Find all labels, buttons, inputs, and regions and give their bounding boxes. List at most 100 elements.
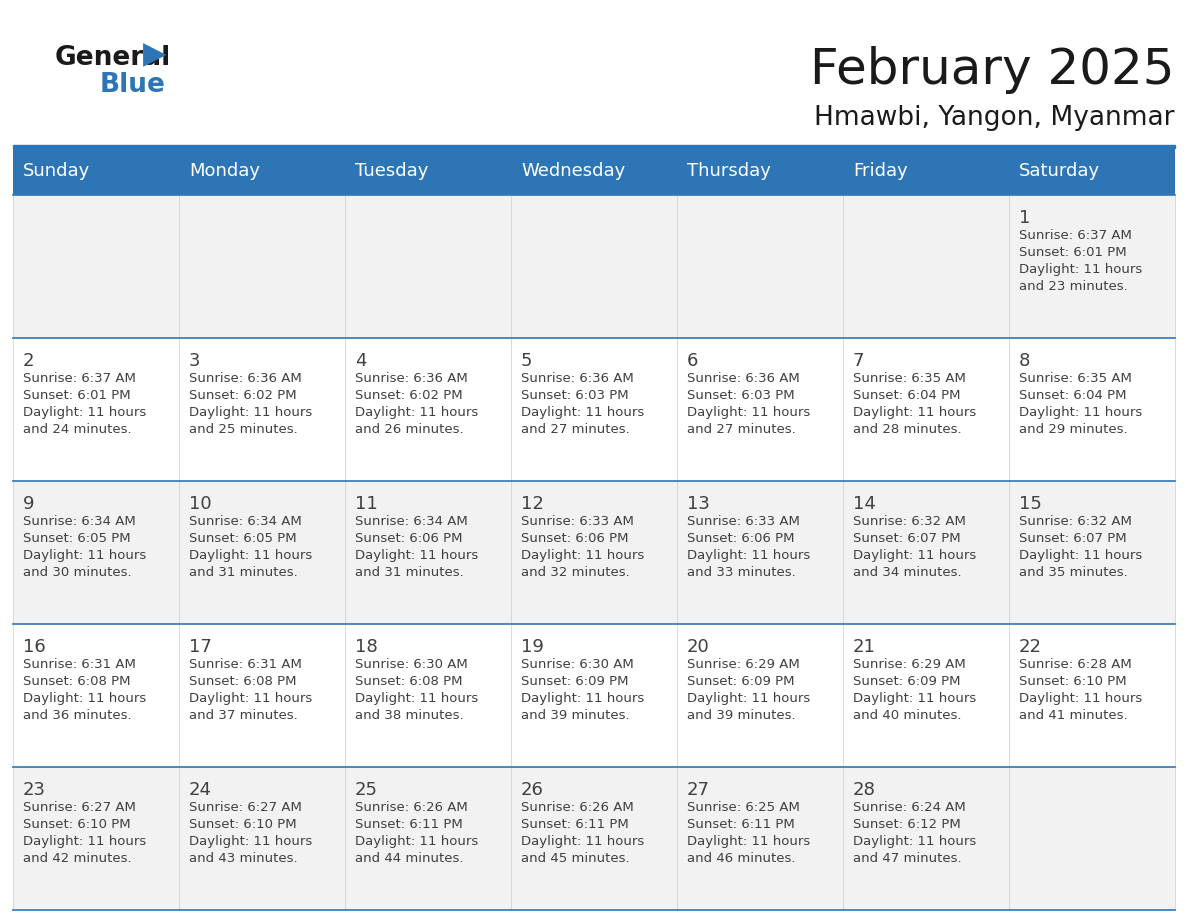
Bar: [843, 481, 1009, 624]
Text: Sunrise: 6:34 AM: Sunrise: 6:34 AM: [355, 515, 468, 528]
Text: 23: 23: [23, 781, 46, 799]
Bar: [13, 481, 179, 624]
Text: Sunset: 6:02 PM: Sunset: 6:02 PM: [189, 389, 297, 402]
Text: Daylight: 11 hours: Daylight: 11 hours: [23, 406, 146, 419]
Text: Monday: Monday: [189, 162, 260, 181]
Bar: [13, 767, 179, 910]
Text: Sunset: 6:06 PM: Sunset: 6:06 PM: [687, 532, 795, 545]
Bar: [677, 338, 843, 481]
Bar: [677, 767, 843, 910]
Text: Daylight: 11 hours: Daylight: 11 hours: [355, 692, 479, 705]
Bar: [13, 195, 179, 338]
Text: Sunrise: 6:32 AM: Sunrise: 6:32 AM: [853, 515, 966, 528]
Text: Daylight: 11 hours: Daylight: 11 hours: [355, 549, 479, 562]
Bar: [677, 195, 843, 338]
Text: Sunrise: 6:35 AM: Sunrise: 6:35 AM: [1019, 372, 1132, 385]
Text: Daylight: 11 hours: Daylight: 11 hours: [189, 692, 312, 705]
Text: Sunrise: 6:33 AM: Sunrise: 6:33 AM: [522, 515, 634, 528]
Text: Daylight: 11 hours: Daylight: 11 hours: [522, 549, 644, 562]
Text: Sunset: 6:01 PM: Sunset: 6:01 PM: [23, 389, 131, 402]
Text: Daylight: 11 hours: Daylight: 11 hours: [687, 692, 810, 705]
Text: Sunrise: 6:35 AM: Sunrise: 6:35 AM: [853, 372, 966, 385]
Text: Daylight: 11 hours: Daylight: 11 hours: [522, 692, 644, 705]
Text: 8: 8: [1019, 352, 1030, 370]
Text: 22: 22: [1019, 638, 1042, 656]
Text: 27: 27: [687, 781, 710, 799]
Text: Sunrise: 6:29 AM: Sunrise: 6:29 AM: [853, 658, 966, 671]
Text: Daylight: 11 hours: Daylight: 11 hours: [687, 406, 810, 419]
Text: and 24 minutes.: and 24 minutes.: [23, 423, 132, 436]
Text: and 31 minutes.: and 31 minutes.: [189, 566, 298, 579]
Text: Sunrise: 6:24 AM: Sunrise: 6:24 AM: [853, 801, 966, 814]
Text: and 27 minutes.: and 27 minutes.: [522, 423, 630, 436]
Text: and 27 minutes.: and 27 minutes.: [687, 423, 796, 436]
Text: 6: 6: [687, 352, 699, 370]
Text: Sunset: 6:07 PM: Sunset: 6:07 PM: [853, 532, 961, 545]
Text: Daylight: 11 hours: Daylight: 11 hours: [189, 835, 312, 848]
Text: 21: 21: [853, 638, 876, 656]
Text: General: General: [55, 45, 171, 71]
Text: Daylight: 11 hours: Daylight: 11 hours: [1019, 549, 1142, 562]
Text: and 36 minutes.: and 36 minutes.: [23, 709, 132, 722]
Bar: [179, 338, 345, 481]
Text: Tuesday: Tuesday: [355, 162, 429, 181]
Text: Sunset: 6:04 PM: Sunset: 6:04 PM: [853, 389, 961, 402]
Text: and 34 minutes.: and 34 minutes.: [853, 566, 961, 579]
Text: Sunrise: 6:36 AM: Sunrise: 6:36 AM: [355, 372, 468, 385]
Text: 9: 9: [23, 495, 34, 513]
Text: Wednesday: Wednesday: [522, 162, 625, 181]
Bar: [345, 338, 511, 481]
Bar: [179, 624, 345, 767]
Text: and 46 minutes.: and 46 minutes.: [687, 852, 796, 865]
Bar: [345, 624, 511, 767]
Text: Sunrise: 6:30 AM: Sunrise: 6:30 AM: [522, 658, 633, 671]
Bar: [677, 624, 843, 767]
Text: Thursday: Thursday: [687, 162, 771, 181]
Bar: [511, 481, 677, 624]
Bar: [1009, 767, 1175, 910]
Text: and 39 minutes.: and 39 minutes.: [522, 709, 630, 722]
Text: and 33 minutes.: and 33 minutes.: [687, 566, 796, 579]
Text: 1: 1: [1019, 209, 1030, 227]
Text: Sunset: 6:05 PM: Sunset: 6:05 PM: [189, 532, 297, 545]
Text: 14: 14: [853, 495, 876, 513]
Bar: [13, 145, 1175, 148]
Text: Sunrise: 6:37 AM: Sunrise: 6:37 AM: [23, 372, 135, 385]
Text: Sunset: 6:11 PM: Sunset: 6:11 PM: [522, 818, 628, 831]
Text: Daylight: 11 hours: Daylight: 11 hours: [189, 549, 312, 562]
Text: and 38 minutes.: and 38 minutes.: [355, 709, 463, 722]
Text: Daylight: 11 hours: Daylight: 11 hours: [355, 835, 479, 848]
Text: and 40 minutes.: and 40 minutes.: [853, 709, 961, 722]
Text: and 25 minutes.: and 25 minutes.: [189, 423, 298, 436]
Text: Sunrise: 6:34 AM: Sunrise: 6:34 AM: [189, 515, 302, 528]
Bar: [511, 767, 677, 910]
Text: 5: 5: [522, 352, 532, 370]
Bar: [843, 624, 1009, 767]
Bar: [179, 767, 345, 910]
Text: Sunset: 6:08 PM: Sunset: 6:08 PM: [189, 675, 297, 688]
Text: and 29 minutes.: and 29 minutes.: [1019, 423, 1127, 436]
Bar: [843, 338, 1009, 481]
Text: Sunrise: 6:29 AM: Sunrise: 6:29 AM: [687, 658, 800, 671]
Bar: [1009, 624, 1175, 767]
Text: Sunrise: 6:33 AM: Sunrise: 6:33 AM: [687, 515, 800, 528]
Text: and 39 minutes.: and 39 minutes.: [687, 709, 796, 722]
Text: Sunset: 6:04 PM: Sunset: 6:04 PM: [1019, 389, 1126, 402]
Text: Sunrise: 6:26 AM: Sunrise: 6:26 AM: [355, 801, 468, 814]
Text: Sunset: 6:06 PM: Sunset: 6:06 PM: [522, 532, 628, 545]
Text: 12: 12: [522, 495, 544, 513]
Text: and 47 minutes.: and 47 minutes.: [853, 852, 961, 865]
Text: Sunrise: 6:36 AM: Sunrise: 6:36 AM: [687, 372, 800, 385]
Text: and 26 minutes.: and 26 minutes.: [355, 423, 463, 436]
Bar: [13, 148, 179, 195]
Text: Sunset: 6:01 PM: Sunset: 6:01 PM: [1019, 246, 1126, 259]
Text: Daylight: 11 hours: Daylight: 11 hours: [522, 835, 644, 848]
Text: Saturday: Saturday: [1019, 162, 1100, 181]
Text: Sunset: 6:09 PM: Sunset: 6:09 PM: [687, 675, 795, 688]
Text: and 43 minutes.: and 43 minutes.: [189, 852, 298, 865]
Text: Sunset: 6:10 PM: Sunset: 6:10 PM: [23, 818, 131, 831]
Text: 11: 11: [355, 495, 378, 513]
Text: ▶: ▶: [143, 40, 166, 70]
Text: Sunset: 6:10 PM: Sunset: 6:10 PM: [1019, 675, 1126, 688]
Text: 16: 16: [23, 638, 46, 656]
